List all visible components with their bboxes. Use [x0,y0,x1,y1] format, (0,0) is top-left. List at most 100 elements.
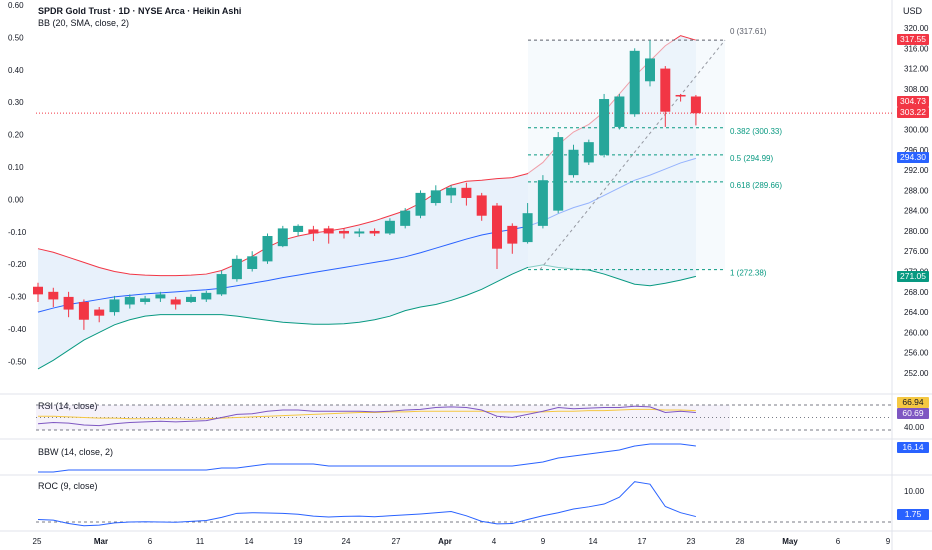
roc-badge: 1.75 [897,509,929,520]
candle-body [522,213,533,243]
bb-basis-badge: 294.30 [897,152,929,163]
left-axis-tick: -0.10 [8,228,27,237]
currency-label: USD [903,6,923,16]
price-axis-tick: 292.00 [904,166,929,175]
time-axis-tick: 27 [392,537,401,546]
roc-level-tick: 10.00 [904,487,925,496]
price-axis-tick: 320.00 [904,24,929,33]
bbw-line [38,443,696,473]
candle-body [690,96,701,114]
candle-body [48,291,59,300]
bb-lower-line [37,264,697,370]
time-axis-tick: 24 [342,537,351,546]
candle-body [400,210,411,226]
candle-body [186,296,196,302]
price-axis-tick: 276.00 [904,247,929,256]
candle-body [308,229,319,234]
price-axis-tick: 268.00 [904,288,929,297]
left-axis-tick: 0.30 [8,98,24,107]
candle-body [553,137,564,211]
candle-body [216,274,227,295]
candle-body [140,298,151,302]
price-axis-tick: 308.00 [904,85,929,94]
time-axis-tick: 11 [196,537,205,546]
left-axis-tick: -0.50 [8,357,27,366]
candle-body [507,225,518,244]
left-axis-tick: -0.20 [8,260,27,269]
price-axis-tick: 284.00 [904,207,929,216]
fib-level-label: 0.618 (289.66) [730,181,782,190]
time-axis-tick: May [782,537,798,546]
candle-body [247,256,258,269]
roc-legend[interactable]: ROC (9, close) [38,481,98,491]
rsi-band [36,405,730,430]
time-axis-tick: 4 [492,537,497,546]
left-axis-tick: 0.40 [8,66,24,75]
candle-body [675,94,686,97]
open-price-badge: 304.73 [897,96,929,107]
time-axis-tick: 14 [589,537,598,546]
candle-body [430,190,441,204]
price-axis-tick: 300.00 [904,125,929,134]
left-axis-tick: -0.30 [8,293,27,302]
time-axis-tick: 17 [638,537,647,546]
candle-body [645,58,655,82]
fib-level-label: 0.382 (300.33) [730,127,782,136]
bb-lower-badge: 271.05 [897,271,929,282]
fib-level-label: 0.5 (294.99) [730,154,773,163]
candle-body [461,187,472,198]
candle-body [614,96,625,127]
roc-line [37,481,697,527]
candle-body [568,149,579,176]
left-axis-tick: 0.50 [8,33,24,42]
price-axis-tick: 252.00 [904,369,929,378]
left-axis-tick: 0.00 [8,195,24,204]
candle-body [323,228,334,234]
left-axis-tick: -0.40 [8,325,27,334]
candle-body [492,205,502,249]
bb-legend[interactable]: BB (20, SMA, close, 2) [38,18,130,28]
bb-band-fill [38,35,696,369]
price-axis-tick: 264.00 [904,308,929,317]
price-axis-tick: 260.00 [904,328,929,337]
time-axis-tick: 25 [33,537,42,546]
candle-body [155,294,166,299]
price-axis-tick: 256.00 [904,349,929,358]
high-price-badge: 317.55 [897,34,929,45]
candle-body [446,187,457,196]
time-axis-tick: 9 [541,537,546,546]
candle-body [277,228,288,247]
candle-body [201,292,212,300]
candle-body [262,236,273,262]
candle-body [78,301,89,320]
time-axis-tick: 19 [294,537,303,546]
candle-body [339,230,349,234]
candle-body [476,195,487,216]
fib-trend-line [539,39,726,270]
candle-body [63,296,74,310]
candle-body [660,68,671,112]
price-axis-tick: 296.00 [904,146,929,155]
candle-body [109,299,120,313]
candle-body [354,231,365,234]
candle-body [384,220,395,234]
time-axis-tick: 28 [736,537,745,546]
left-axis-tick: 0.10 [8,163,24,172]
rsi-legend[interactable]: RSI (14, close) [38,401,98,411]
price-axis-tick: 280.00 [904,227,929,236]
price-axis-tick: 312.00 [904,65,929,74]
candle-body [537,180,548,226]
candle-body [231,258,242,280]
candle-body [629,50,640,115]
rsi-level-tick: 40.00 [904,423,925,432]
fib-level-label: 0 (317.61) [730,27,767,36]
chart-title: SPDR Gold Trust · 1D · NYSE Arca · Heiki… [38,6,242,16]
candle-body [94,309,105,316]
close-price-badge: 303.22 [897,107,929,118]
bbw-legend[interactable]: BBW (14, close, 2) [38,447,114,457]
candle-body [415,192,426,216]
time-axis-tick: Apr [438,537,452,546]
candle-body [293,225,304,232]
fib-level-label: 1 (272.38) [730,269,767,278]
